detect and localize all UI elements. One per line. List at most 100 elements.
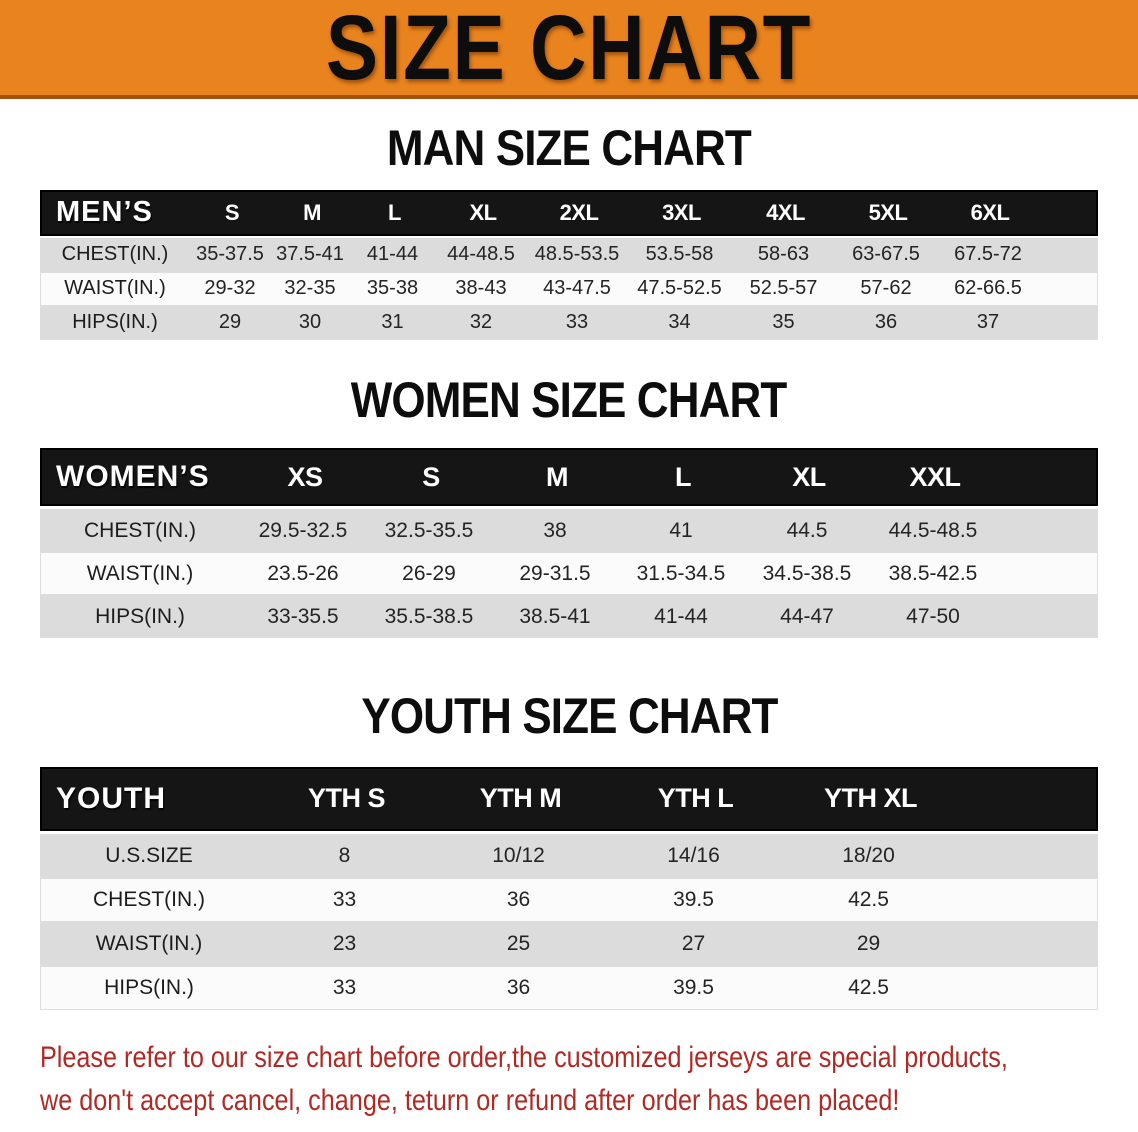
women-size-column-header: L xyxy=(675,461,692,492)
youth-measurement-row: CHEST(IN.) 33 36 39.5 42.5 xyxy=(40,877,1098,922)
size-value-cell: 44.5 xyxy=(786,518,828,542)
measurement-row-label: CHEST(IN.) xyxy=(61,243,169,265)
women-size-chart-heading-text: WOMEN SIZE CHART xyxy=(351,371,788,428)
size-value-cell: 8 xyxy=(338,843,351,867)
size-value-cell: 67.5-72 xyxy=(954,243,1022,265)
size-value-cell: 14/16 xyxy=(667,843,720,867)
youth-size-table: YOUTH YTH S YTH M YTH L YTH XL U.S.SIZE 8 10/12… xyxy=(40,766,1098,1010)
measurement-row-label: WAIST(IN.) xyxy=(64,277,166,299)
youth-size-chart-heading-text: YOUTH SIZE CHART xyxy=(360,688,778,744)
youth-size-column-header: YTH L xyxy=(657,783,734,813)
women-measurement-row: CHEST(IN.) 29.5-32.5 32.5-35.5 38 41 44.5 44.5… xyxy=(40,509,1098,552)
women-size-column-header: XL xyxy=(792,461,826,492)
women-size-column-header: XXL xyxy=(909,461,961,492)
size-value-cell: 44-47 xyxy=(780,604,834,628)
men-measurement-row: WAIST(IN.) 29-32 32-35 35-38 38-43 43-47.5 47.… xyxy=(40,271,1098,306)
size-value-cell: 39.5 xyxy=(673,975,714,999)
size-value-cell: 34.5-38.5 xyxy=(762,561,852,585)
men-size-column-header: M xyxy=(303,199,321,225)
measurement-row-label: U.S.SIZE xyxy=(105,843,193,867)
size-value-cell: 58-63 xyxy=(757,243,810,265)
size-value-cell: 25 xyxy=(506,931,531,955)
size-value-cell: 33 xyxy=(332,887,357,911)
size-value-cell: 27 xyxy=(681,931,706,955)
size-value-cell: 32 xyxy=(469,311,493,333)
women-measurement-row: HIPS(IN.) 33-35.5 35.5-38.5 38.5-41 41-44 44-… xyxy=(40,595,1098,638)
size-value-cell: 38-43 xyxy=(455,277,507,299)
size-value-cell: 41-44 xyxy=(366,243,419,265)
size-value-cell: 33 xyxy=(332,975,357,999)
size-value-cell: 42.5 xyxy=(848,887,889,911)
size-value-cell: 23.5-26 xyxy=(267,561,339,585)
size-value-cell: 38 xyxy=(543,518,567,542)
youth-size-chart-heading: YOUTH SIZE CHART xyxy=(0,690,1138,743)
size-value-cell: 48.5-53.5 xyxy=(534,243,620,265)
men-measurement-row: HIPS(IN.) 29 30 31 32 33 34 35 36 37 xyxy=(40,305,1098,340)
women-size-column-header: XS xyxy=(287,461,323,492)
size-value-cell: 36 xyxy=(874,311,898,333)
size-value-cell: 52.5-57 xyxy=(749,277,818,299)
women-measurement-row: WAIST(IN.) 23.5-26 26-29 29-31.5 31.5-34.5 34… xyxy=(40,552,1098,595)
men-size-column-header: XL xyxy=(469,199,497,225)
size-value-cell: 63-67.5 xyxy=(852,243,920,265)
women-table-header-row: WOMEN’S XS S M L XL XXL xyxy=(40,448,1098,506)
men-size-chart-heading-text: MAN SIZE CHART xyxy=(386,120,752,176)
size-value-cell: 41-44 xyxy=(654,604,708,628)
measurement-row-label: HIPS(IN.) xyxy=(95,604,185,628)
size-value-cell: 35-37.5 xyxy=(196,243,264,265)
size-value-cell: 42.5 xyxy=(848,975,889,999)
women-size-chart-section: WOMEN SIZE CHART WOMEN’S XS S M L XL XXL CHEST(… xyxy=(0,371,1138,638)
size-value-cell: 29 xyxy=(856,931,881,955)
size-value-cell: 57-62 xyxy=(860,277,912,299)
men-size-column-header: 3XL xyxy=(662,199,701,225)
order-policy-note: Please refer to our size chart before or… xyxy=(40,1036,1118,1123)
youth-size-column-header: YTH S xyxy=(307,783,386,813)
size-value-cell: 37.5-41 xyxy=(276,243,344,265)
size-value-cell: 29-31.5 xyxy=(519,561,591,585)
order-policy-line-1: Please refer to our size chart before or… xyxy=(40,1040,1008,1074)
size-value-cell: 23 xyxy=(332,931,357,955)
size-value-cell: 31 xyxy=(381,311,404,333)
size-value-cell: 47-50 xyxy=(906,604,960,628)
size-value-cell: 44-48.5 xyxy=(447,243,515,265)
men-size-column-header: L xyxy=(388,199,401,225)
men-size-column-header: 4XL xyxy=(766,199,805,225)
size-value-cell: 41 xyxy=(669,518,693,542)
youth-table-header-row: YOUTH YTH S YTH M YTH L YTH XL xyxy=(40,766,1098,831)
men-table-header-row: MEN’S S M L XL 2XL 3XL 4XL 5XL 6XL xyxy=(40,189,1098,236)
size-value-cell: 47.5-52.5 xyxy=(637,277,722,299)
size-value-cell: 29-32 xyxy=(204,277,256,299)
size-value-cell: 26-29 xyxy=(402,561,456,585)
banner-title: SIZE CHART xyxy=(325,0,813,99)
size-value-cell: 30 xyxy=(298,311,322,333)
men-size-column-header: 6XL xyxy=(970,199,1010,225)
youth-size-column-header: YTH M xyxy=(479,783,562,813)
size-value-cell: 36 xyxy=(506,887,531,911)
size-value-cell: 10/12 xyxy=(492,843,545,867)
measurement-row-label: HIPS(IN.) xyxy=(72,311,158,333)
women-size-column-header: M xyxy=(546,461,569,492)
youth-table-title: YOUTH xyxy=(56,781,166,815)
men-table-title: MEN’S xyxy=(56,196,153,228)
size-value-cell: 29.5-32.5 xyxy=(258,518,348,542)
women-size-chart-heading: WOMEN SIZE CHART xyxy=(0,371,1138,428)
measurement-row-label: CHEST(IN.) xyxy=(84,518,196,542)
size-value-cell: 53.5-58 xyxy=(645,243,714,265)
youth-measurement-row: U.S.SIZE 8 10/12 14/16 18/20 xyxy=(40,833,1098,878)
size-value-cell: 32.5-35.5 xyxy=(384,518,474,542)
youth-size-chart-section: YOUTH SIZE CHART YOUTH YTH S YTH M YTH L YTH… xyxy=(0,690,1138,1010)
women-size-table: WOMEN’S XS S M L XL XXL CHEST(IN.) 29.5-32.5 32.5… xyxy=(40,448,1098,638)
size-value-cell: 35.5-38.5 xyxy=(384,604,474,628)
size-value-cell: 29 xyxy=(218,311,242,333)
size-value-cell: 62-66.5 xyxy=(954,277,1022,299)
size-value-cell: 39.5 xyxy=(673,887,714,911)
size-value-cell: 34 xyxy=(668,311,691,333)
men-size-column-header: S xyxy=(224,199,240,225)
men-size-chart-heading: MAN SIZE CHART xyxy=(0,122,1138,175)
size-value-cell: 35-38 xyxy=(366,277,419,299)
size-chart-banner: SIZE CHART xyxy=(0,0,1138,99)
size-value-cell: 44.5-48.5 xyxy=(888,518,978,542)
men-size-column-header: 2XL xyxy=(559,199,599,225)
men-size-chart-section: MAN SIZE CHART MEN’S S M L XL 2XL 3XL 4XL 5XL 6XL… xyxy=(0,122,1138,340)
youth-size-column-header: YTH XL xyxy=(823,783,918,813)
